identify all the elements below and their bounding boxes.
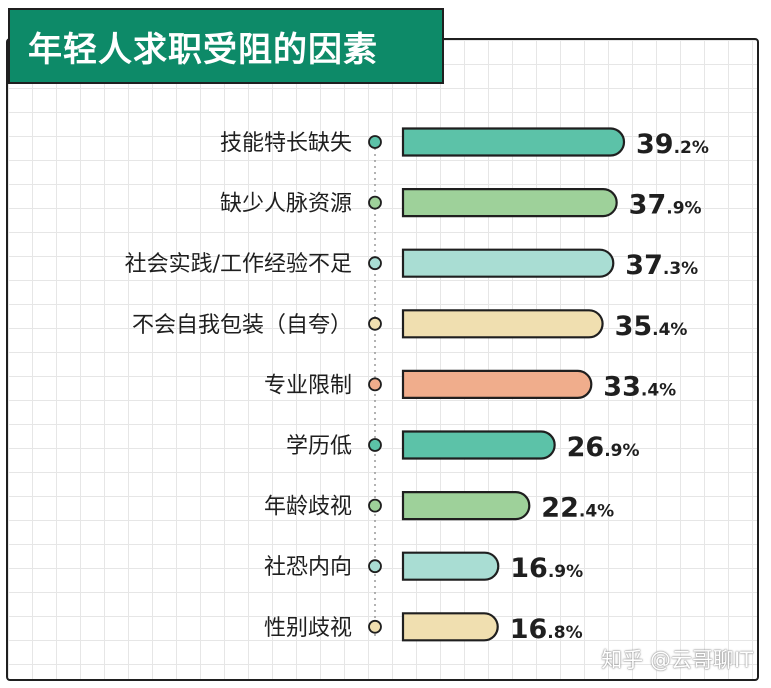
axis-dot [368, 559, 382, 574]
bar [401, 248, 615, 278]
value-label: 37.9% [629, 190, 702, 221]
category-label: 学历低 [286, 434, 352, 459]
category-label: 性别歧视 [264, 616, 352, 641]
axis-dot [368, 377, 382, 392]
bar [401, 309, 604, 339]
axis-dot [368, 135, 382, 149]
value-label-int: 26 [567, 432, 605, 463]
value-label: 16.9% [510, 553, 583, 584]
category-label: 不会自我包装（自夸） [132, 313, 352, 338]
value-label-dec: .9% [548, 562, 583, 582]
value-label-int: 16 [510, 553, 548, 584]
value-label-int: 37 [629, 190, 667, 221]
bar [401, 612, 499, 642]
value-label: 33.4% [603, 371, 676, 402]
value-label-dec: .2% [674, 138, 709, 158]
category-label: 缺少人脉资源 [220, 192, 352, 217]
value-label: 26.9% [567, 432, 640, 463]
bar [401, 551, 500, 581]
value-label-int: 35 [615, 311, 653, 342]
bar [401, 491, 531, 521]
axis-dot [368, 316, 382, 331]
value-label: 22.4% [541, 493, 614, 524]
axis-dot [368, 498, 382, 513]
value-label-dec: .4% [641, 380, 676, 400]
bar [401, 127, 626, 157]
value-label: 35.4% [615, 311, 688, 342]
value-label-dec: .9% [604, 441, 639, 461]
value-label-dec: .4% [579, 502, 614, 522]
axis-dot [368, 619, 382, 634]
bar [401, 430, 556, 460]
value-label: 16.8% [510, 614, 583, 645]
value-label: 39.2% [636, 129, 709, 160]
category-label: 技能特长缺失 [220, 131, 352, 156]
value-label-dec: .3% [663, 259, 698, 279]
value-label-dec: .8% [547, 623, 582, 643]
chart-frame [6, 38, 759, 681]
value-label: 37.3% [625, 250, 698, 281]
axis-dot [368, 438, 382, 452]
value-label-int: 37 [625, 250, 663, 281]
value-label-dec: .4% [652, 320, 687, 340]
value-label-dec: .9% [666, 199, 701, 219]
bar [401, 188, 618, 218]
category-label: 社会实践/工作经验不足 [125, 252, 352, 277]
axis-dot [368, 195, 382, 210]
watermark: 知乎 @云哥聊IT [601, 648, 753, 672]
chart-title: 年轻人求职受阻的因素 [28, 29, 378, 70]
category-label: 社恐内向 [264, 555, 352, 580]
category-label: 专业限制 [264, 373, 352, 398]
category-label: 年龄歧视 [264, 495, 352, 520]
chart-title-box: 年轻人求职受阻的因素 [8, 8, 444, 84]
value-label-int: 16 [510, 614, 548, 645]
axis-dot [368, 256, 382, 271]
value-label-int: 22 [541, 493, 579, 524]
bar [401, 369, 593, 399]
value-label-int: 39 [636, 129, 674, 160]
value-label-int: 33 [603, 371, 641, 402]
